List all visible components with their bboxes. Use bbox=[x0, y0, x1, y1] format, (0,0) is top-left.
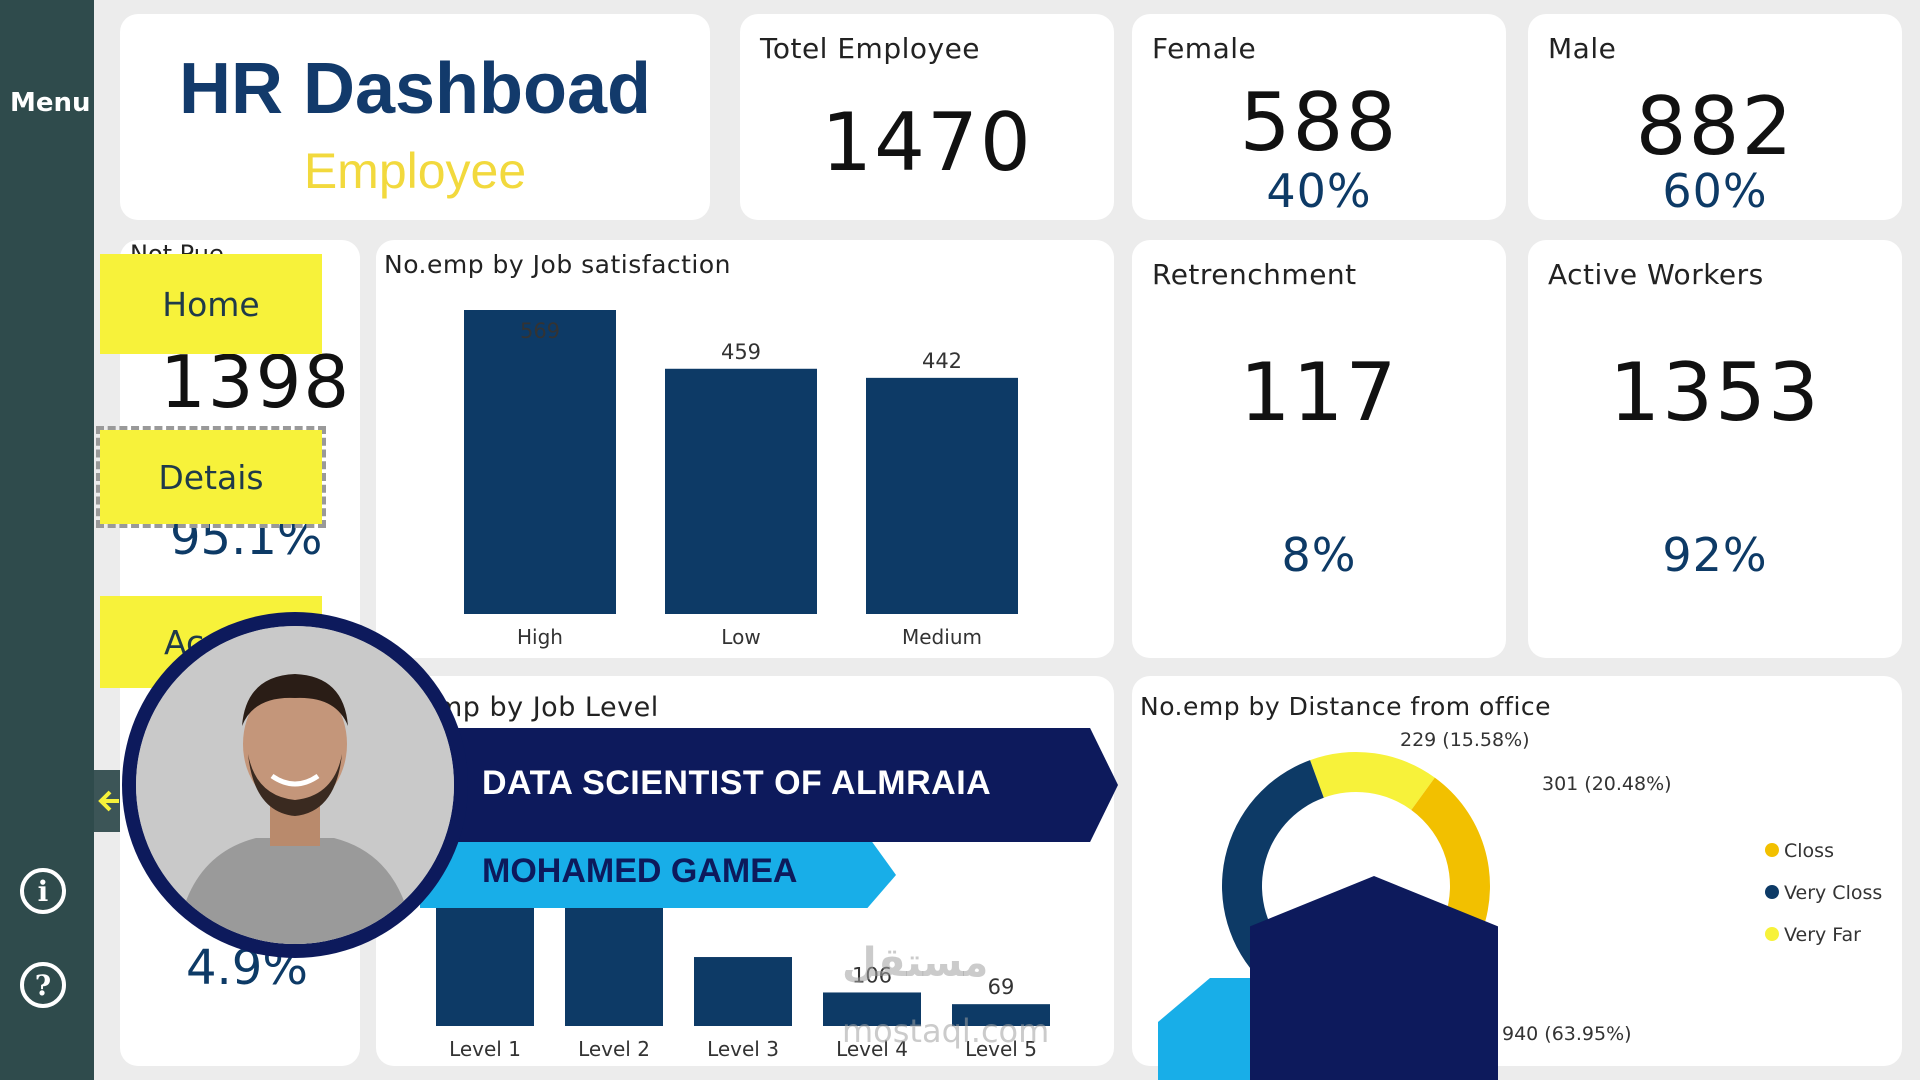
watermark-arabic: مستقل bbox=[842, 940, 989, 986]
legend-label-2: Very Far bbox=[1784, 924, 1861, 946]
role-banner bbox=[420, 728, 1118, 842]
arrow-left-icon bbox=[98, 790, 119, 812]
job-satisfaction-title: No.emp by Job satisfaction bbox=[384, 250, 732, 279]
bar-4[interactable] bbox=[952, 1004, 1050, 1026]
kpi-female-value: 588 bbox=[1239, 76, 1399, 169]
decorative-shape-navy bbox=[1250, 876, 1498, 1080]
role-text: DATA SCIENTIST OF ALMRAIA bbox=[482, 764, 992, 802]
kpi-male-pct: 60% bbox=[1662, 164, 1768, 218]
data-label-3: 106 bbox=[852, 963, 892, 987]
left-kpi-value-1: 1398 bbox=[160, 340, 352, 424]
help-icon[interactable]: ? bbox=[20, 962, 66, 1008]
kpi-male-card: Male 882 60% bbox=[1528, 14, 1902, 220]
kpi-retrenchment-label: Retrenchment bbox=[1152, 258, 1357, 291]
slice-label-0: 229 (15.58%) bbox=[1400, 729, 1530, 751]
kpi-male-value: 882 bbox=[1635, 80, 1795, 173]
page-subtitle: Employee bbox=[303, 143, 527, 199]
distance-card: No.emp by Distance from office 229 (15.5… bbox=[1132, 676, 1902, 1066]
category-label-1: Low bbox=[721, 625, 760, 649]
kpi-active-pct: 92% bbox=[1662, 528, 1768, 582]
kpi-female-pct: 40% bbox=[1266, 164, 1372, 218]
home-button[interactable]: Home bbox=[100, 254, 322, 354]
legend-marker-2 bbox=[1765, 927, 1779, 941]
legend-label-1: Very Closs bbox=[1784, 882, 1882, 904]
kpi-retrenchment-value: 117 bbox=[1239, 346, 1399, 439]
slice-label-1: 301 (20.48%) bbox=[1542, 773, 1672, 795]
job-satisfaction-card: No.emp by Job satisfaction 569 High 459 Low… bbox=[376, 240, 1114, 658]
kpi-male-label: Male bbox=[1548, 32, 1617, 65]
sidebar: Menu i ? bbox=[0, 0, 94, 1080]
category-label-1: Level 2 bbox=[578, 1037, 650, 1061]
legend-label-0: Closs bbox=[1784, 840, 1834, 862]
bar-2[interactable] bbox=[866, 377, 1018, 614]
job-level-title: mp by Job Level bbox=[436, 692, 659, 723]
person-portrait-icon bbox=[136, 626, 454, 944]
category-label-0: Level 1 bbox=[449, 1037, 521, 1061]
legend-marker-0 bbox=[1765, 843, 1779, 857]
kpi-active-card: Active Workers 1353 92% bbox=[1528, 240, 1902, 658]
category-label-4: Level 5 bbox=[965, 1037, 1037, 1061]
data-label-4: 69 bbox=[988, 975, 1015, 999]
data-label-0: 569 bbox=[520, 319, 560, 343]
kpi-retrenchment-pct: 8% bbox=[1281, 528, 1357, 582]
kpi-active-value: 1353 bbox=[1609, 346, 1821, 439]
page-title: HR Dashboad bbox=[178, 49, 652, 129]
kpi-female-label: Female bbox=[1152, 32, 1257, 65]
category-label-0: High bbox=[517, 625, 563, 649]
name-banner bbox=[420, 842, 896, 908]
category-label-2: Level 3 bbox=[707, 1037, 779, 1061]
bar-2[interactable] bbox=[694, 957, 792, 1026]
details-button[interactable]: Detais bbox=[96, 426, 326, 528]
bar-0[interactable] bbox=[464, 310, 616, 614]
kpi-retrenchment-card: Retrenchment 117 8% bbox=[1132, 240, 1506, 658]
slice-0[interactable] bbox=[1310, 752, 1435, 810]
category-label-3: Level 4 bbox=[836, 1037, 908, 1061]
data-label-2: 442 bbox=[922, 349, 962, 373]
slice-label-2: 940 (63.95%) bbox=[1502, 1023, 1632, 1045]
watermark-latin: mostaql.com bbox=[842, 1012, 1050, 1050]
legend-marker-1 bbox=[1765, 885, 1779, 899]
bar-1[interactable] bbox=[665, 368, 817, 614]
distance-title: No.emp by Distance from office bbox=[1140, 692, 1552, 721]
job-satisfaction-chart: 569 High 459 Low 442 Medium bbox=[464, 310, 1018, 649]
info-icon[interactable]: i bbox=[20, 868, 66, 914]
menu-label[interactable]: Menu bbox=[10, 88, 91, 118]
kpi-total-value: 1470 bbox=[821, 96, 1033, 189]
header-card: HR Dashboad Employee bbox=[120, 14, 710, 220]
kpi-female-card: Female 588 40% bbox=[1132, 14, 1506, 220]
slice-1[interactable] bbox=[1411, 777, 1490, 932]
name-text: MOHAMED GAMEA bbox=[482, 852, 798, 890]
kpi-total-label: Totel Employee bbox=[760, 32, 981, 65]
category-label-2: Medium bbox=[902, 625, 982, 649]
avatar bbox=[136, 626, 454, 944]
bar-3[interactable] bbox=[823, 992, 921, 1026]
kpi-active-label: Active Workers bbox=[1548, 258, 1764, 291]
data-label-1: 459 bbox=[721, 340, 761, 364]
kpi-total-card: Totel Employee 1470 bbox=[740, 14, 1114, 220]
